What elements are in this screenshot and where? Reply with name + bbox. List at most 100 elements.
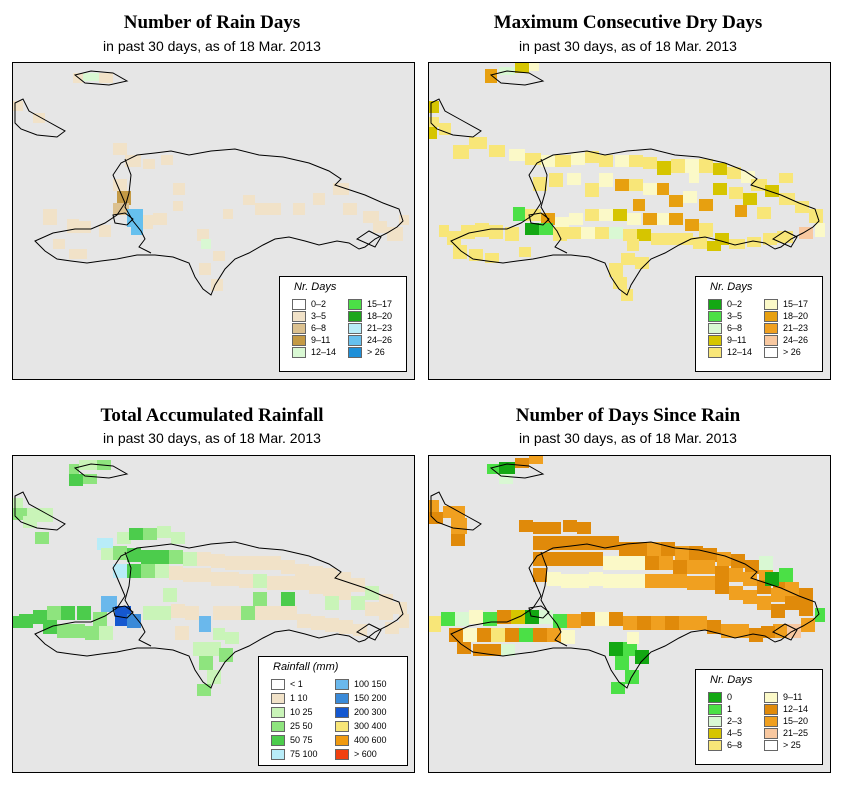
grid-cell (555, 155, 571, 167)
grid-cell (763, 233, 777, 245)
legend-swatch (708, 692, 722, 703)
grid-cell (567, 227, 581, 239)
grid-cell (629, 155, 643, 167)
grid-cell (253, 592, 267, 606)
grid-cell (633, 542, 647, 556)
grid-cell (129, 528, 143, 540)
grid-cell (771, 588, 785, 602)
grid-cell (707, 241, 721, 251)
grid-cell (669, 195, 683, 207)
grid-cell (183, 552, 197, 566)
grid-cell (683, 191, 697, 203)
legend-swatch (708, 311, 722, 322)
legend-swatch (271, 721, 285, 732)
legend-swatch (335, 735, 349, 746)
grid-cell (519, 247, 531, 257)
grid-cell (629, 179, 643, 191)
grid-cell (645, 556, 659, 570)
grid-cell (489, 145, 505, 157)
grid-cell (599, 173, 613, 187)
grid-cell (143, 159, 155, 169)
grid-cell (513, 207, 525, 221)
grid-cell (255, 606, 269, 620)
grid-cell (569, 213, 583, 225)
coastline (450, 148, 820, 296)
grid-cell (117, 532, 131, 544)
legend-label: 1 10 (290, 693, 308, 703)
legend-label: 9–11 (783, 692, 803, 702)
grid-cell (713, 183, 727, 195)
grid-cell (669, 213, 683, 225)
grid-cell (343, 203, 357, 215)
grid-cell (679, 616, 693, 630)
grid-cell (785, 596, 799, 610)
country-border (124, 551, 152, 647)
grid-cell (75, 249, 87, 259)
grid-cell (615, 155, 629, 167)
grid-cell (637, 229, 651, 241)
legend-label: 75 100 (290, 749, 318, 759)
grid-cell (267, 576, 281, 590)
grid-cell (323, 582, 337, 596)
legend-label: 18–20 (783, 311, 809, 321)
grid-cell (703, 548, 717, 562)
grid-cell (643, 183, 657, 195)
grid-cell (561, 630, 575, 644)
grid-cell (549, 173, 563, 187)
grid-cell (77, 606, 91, 620)
grid-cell (83, 474, 97, 484)
legend-swatch (292, 347, 306, 358)
grid-cell (637, 616, 651, 630)
grid-cell (643, 157, 657, 169)
grid-cell (595, 612, 609, 626)
grid-cell (197, 552, 211, 566)
grid-cell (547, 552, 561, 566)
grid-cell (795, 201, 809, 213)
grid-cell (561, 536, 575, 550)
grid-cell (631, 556, 645, 570)
grid-cell (183, 568, 197, 582)
grid-cell (293, 203, 305, 215)
grid-cell (687, 560, 701, 574)
legend-label: 0–2 (727, 299, 743, 309)
grid-cell (283, 606, 297, 620)
grid-cell (449, 628, 463, 642)
grid-cell (585, 183, 599, 197)
legend-swatch (271, 735, 285, 746)
legend-swatch (764, 716, 778, 727)
legend-swatch (708, 716, 722, 727)
grid-cell (799, 602, 813, 616)
map-canvas (429, 63, 825, 301)
grid-cell (615, 656, 629, 670)
legend-swatch (708, 728, 722, 739)
grid-cell (657, 161, 671, 175)
grid-cell (225, 632, 239, 644)
grid-cell (117, 191, 131, 205)
grid-cell (339, 620, 353, 634)
grid-cell (713, 163, 727, 175)
coastline (14, 98, 66, 138)
grid-cell (483, 612, 497, 626)
grid-cell (325, 618, 339, 632)
legend-swatch (348, 335, 362, 346)
grid-cell (199, 616, 211, 632)
grid-cell (127, 548, 141, 562)
legend-swatch (764, 311, 778, 322)
grid-cell (765, 185, 779, 197)
grid-cell (533, 177, 547, 191)
grid-cell (175, 626, 189, 640)
grid-cell (393, 602, 407, 614)
grid-cell (281, 592, 295, 606)
grid-cell (651, 616, 665, 630)
legend-swatch (335, 679, 349, 690)
legend-swatch (271, 707, 285, 718)
lake-outline (528, 212, 550, 226)
grid-cell (197, 568, 211, 582)
grid-cell (715, 580, 729, 594)
grid-cell (701, 560, 715, 574)
grid-cell (651, 233, 665, 245)
legend-label: 9–11 (311, 335, 331, 345)
grid-cell (241, 606, 255, 620)
legend-label: 25 50 (290, 721, 313, 731)
grid-cell (617, 556, 631, 570)
